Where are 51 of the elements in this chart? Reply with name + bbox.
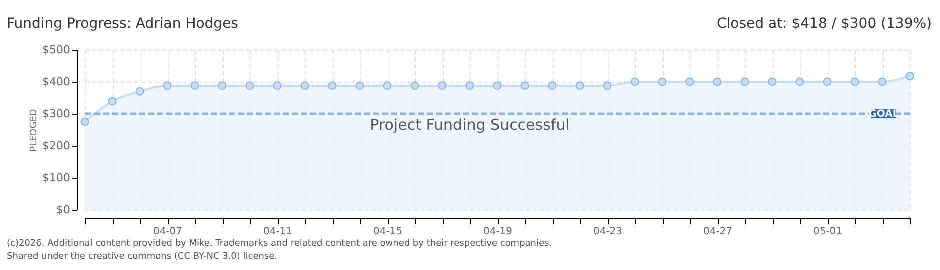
point — [548, 82, 557, 90]
point — [878, 78, 887, 86]
x-tick-label: 04-27 — [703, 226, 733, 238]
point — [356, 82, 364, 90]
point — [108, 97, 117, 106]
point — [713, 78, 722, 86]
text: Closed at: $418 / $300 (139%) — [717, 16, 932, 32]
y-tick-label: $100 — [42, 172, 70, 184]
annotation: Project Funding Successful — [370, 116, 570, 134]
point — [740, 78, 750, 86]
ref-line-label: GOAL — [868, 109, 900, 120]
x-tick-label: 04-15 — [373, 226, 403, 238]
x-tick-label: 04-23 — [593, 226, 623, 238]
text: (c)2026. Additional content provided by Mike. Trademarks and related content are owned by their respective companies. — [7, 239, 552, 249]
x-tick-label: 05-01 — [813, 226, 843, 238]
point — [136, 87, 144, 96]
text: Shared under the creative commons (CC BY-NC 3.0) license. — [7, 252, 278, 262]
point — [603, 82, 612, 90]
y-axis-title: PLEDGED — [30, 109, 40, 152]
point — [410, 82, 420, 90]
point — [576, 82, 584, 90]
point — [190, 82, 200, 90]
y-tick-label: $300 — [42, 108, 70, 120]
x-tick-label: 04-11 — [263, 226, 293, 238]
point — [658, 78, 667, 86]
y-tick-label: $400 — [42, 76, 70, 88]
point — [383, 82, 392, 90]
point — [300, 82, 310, 90]
y-tick-label: $0 — [56, 204, 70, 216]
y-tick-label: $500 — [42, 44, 70, 56]
x-tick-label: 04-19 — [483, 226, 513, 238]
x-tick-label: 04-07 — [153, 226, 183, 238]
point — [328, 82, 337, 90]
y-tick-label: $200 — [42, 140, 70, 152]
point — [246, 82, 254, 90]
point — [630, 78, 640, 86]
point — [493, 82, 502, 90]
point — [520, 82, 530, 90]
point — [218, 82, 227, 90]
point — [850, 78, 860, 86]
point — [906, 72, 914, 80]
point — [466, 82, 474, 90]
chart-title: Funding Progress: Adrian Hodges — [7, 16, 238, 32]
point — [768, 78, 777, 86]
point — [273, 82, 282, 90]
point — [686, 78, 694, 86]
point — [796, 78, 804, 86]
point — [163, 82, 172, 90]
point — [438, 82, 447, 90]
point — [80, 118, 90, 126]
point — [823, 78, 832, 86]
